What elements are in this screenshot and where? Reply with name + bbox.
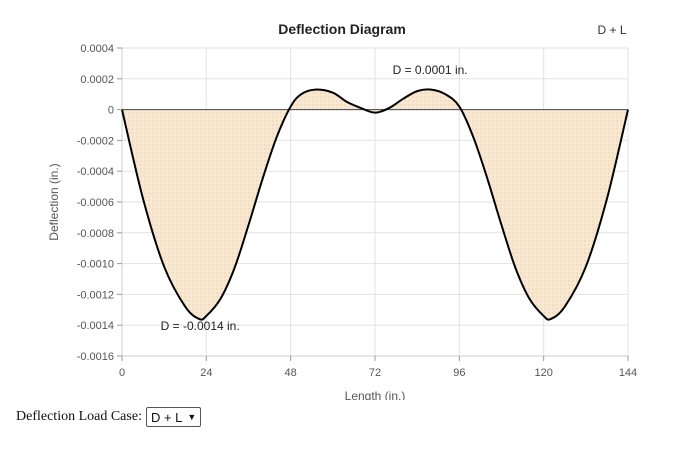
y-tick-label: 0.0004 [80,43,114,55]
x-tick-label: 24 [200,367,212,379]
x-tick-label: 96 [453,367,465,379]
y-tick-label: -0.0016 [77,351,114,363]
chevron-down-icon: ▼ [187,412,197,422]
load-case-indicator: D + L [597,23,626,37]
y-tick-label: 0.0002 [80,74,114,86]
annotations: D = 0.0001 in. D = -0.0014 in. [161,63,468,333]
deflection-curve [121,88,629,321]
x-axis-label: Length (in.) [345,389,406,400]
deflection-chart: Deflection Diagram D + L 0.0004 0.0002 0 -0… [47,21,637,400]
y-tick-label: -0.0012 [77,289,114,301]
x-tick-label: 144 [619,367,637,379]
x-axis-ticks: 0 24 48 72 96 120 144 [119,356,637,379]
min-deflection-label: D = -0.0014 in. [161,319,240,333]
x-tick-label: 0 [119,367,125,379]
chart-title: Deflection Diagram [278,21,406,37]
max-deflection-label: D = 0.0001 in. [393,63,468,77]
y-axis-label: Deflection (in.) [47,163,61,240]
x-tick-label: 120 [534,367,552,379]
load-case-label: Deflection Load Case: [16,409,142,424]
deflection-area [122,89,628,320]
load-case-control: Deflection Load Case: D + L ▼ [16,407,202,427]
y-tick-label: -0.0008 [77,228,114,240]
y-tick-label: -0.0014 [77,320,114,332]
y-tick-label: 0 [108,105,114,117]
x-tick-label: 72 [369,367,381,379]
x-tick-label: 48 [285,367,297,379]
y-tick-label: -0.0006 [77,197,114,209]
y-tick-label: -0.0002 [77,135,114,147]
load-case-value: D + L [150,409,183,425]
load-case-select[interactable]: D + L ▼ [145,407,202,427]
y-tick-label: -0.0010 [77,259,114,271]
y-axis-ticks: 0.0004 0.0002 0 -0.0002 -0.0004 -0.0006 -0.000… [77,43,122,363]
y-tick-label: -0.0004 [77,166,114,178]
